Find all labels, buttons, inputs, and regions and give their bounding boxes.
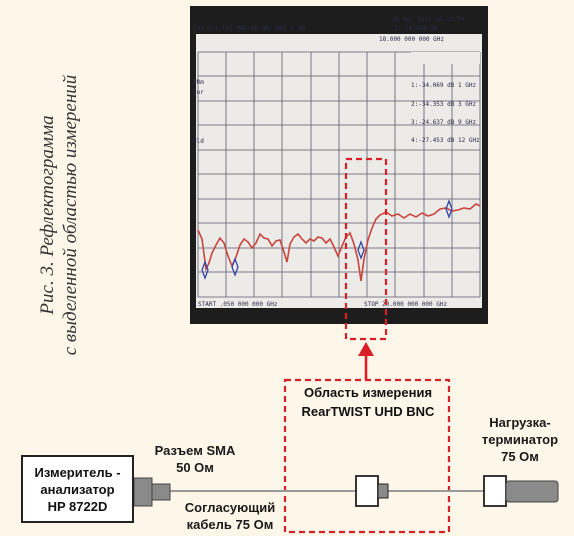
marker-3-symbol: [357, 240, 365, 260]
marker-frequency: 18.000 000 000 GHz: [379, 36, 445, 43]
bnc-connector-nut: [377, 483, 389, 499]
screen-date: 25 Mar 2015 15:19:50: [392, 16, 465, 23]
analyzer-box: Измеритель - анализатор HP 8722D: [21, 455, 134, 523]
left-label-cor: Cor: [193, 89, 204, 96]
zone-product: RearTWIST UHD BNC: [301, 404, 435, 419]
sma-connector-nut: [151, 483, 171, 501]
stop-frequency: STOP 20.000 000 000 GHz: [364, 301, 448, 308]
reflectogram-screen: CH1 S11 log MAG 10 dB/ REF 0 dB 1:-14.58…: [193, 16, 482, 308]
zone-title: Область измерения: [303, 385, 433, 400]
sma-line-1: Разъем SMA: [154, 443, 236, 458]
matching-cable-label: Согласующий кабель 75 Ом: [170, 499, 290, 533]
terminator-label: Нагрузка- терминатор 75 Ом: [470, 414, 570, 465]
load-line-2: терминатор: [481, 432, 559, 447]
terminator-load: [505, 480, 559, 503]
screen-header: CH1 S11 log MAG 10 dB/ REF 0 dB: [193, 25, 305, 32]
cable-line-2: кабель 75 Ом: [186, 517, 274, 532]
measurement-zone-label: Область измерения RearTWIST UHD BNC: [288, 383, 448, 421]
marker-list-1: 1:-34.069 dB 1 GHz: [411, 82, 477, 89]
load-line-1: Нагрузка-: [489, 415, 551, 430]
marker-2-symbol: [231, 257, 239, 277]
cable-line-1: Согласующий: [184, 500, 276, 515]
reflectogram-plot: [197, 51, 481, 298]
load-line-3: 75 Ом: [501, 449, 539, 464]
sma-line-2: 50 Ом: [176, 460, 214, 475]
meter-line-2: анализатор: [40, 481, 115, 497]
marker-4-symbol: [445, 199, 453, 219]
terminator-body: [483, 475, 507, 507]
sma-connector-label: Разъем SMA 50 Ом: [140, 442, 250, 476]
measurement-zone-box: [283, 378, 451, 534]
pointer-arrow-head: [358, 342, 374, 356]
left-label-hld: Hld: [193, 138, 204, 145]
marker-readout: 1:-14.584 dB: [394, 25, 438, 32]
marker-list-3: 3:-24.637 dB 9 GHz: [411, 119, 477, 126]
marker-list-2: 2:-34.353 dB 3 GHz: [411, 101, 477, 108]
sma-connector-body: [133, 477, 153, 507]
meter-line-1: Измеритель -: [34, 464, 121, 480]
meter-line-3: HP 8722D: [47, 498, 108, 514]
marker-1-symbol: [201, 260, 209, 280]
left-label-prm: PRm: [193, 79, 204, 86]
start-frequency: START .050 000 000 GHz: [198, 301, 278, 308]
bnc-connector-body: [355, 475, 379, 507]
measurement-zone-on-trace: [344, 157, 388, 341]
reflection-trace: [197, 203, 481, 282]
marker-list-4: 4:-27.453 dB 12 GHz: [411, 137, 480, 144]
